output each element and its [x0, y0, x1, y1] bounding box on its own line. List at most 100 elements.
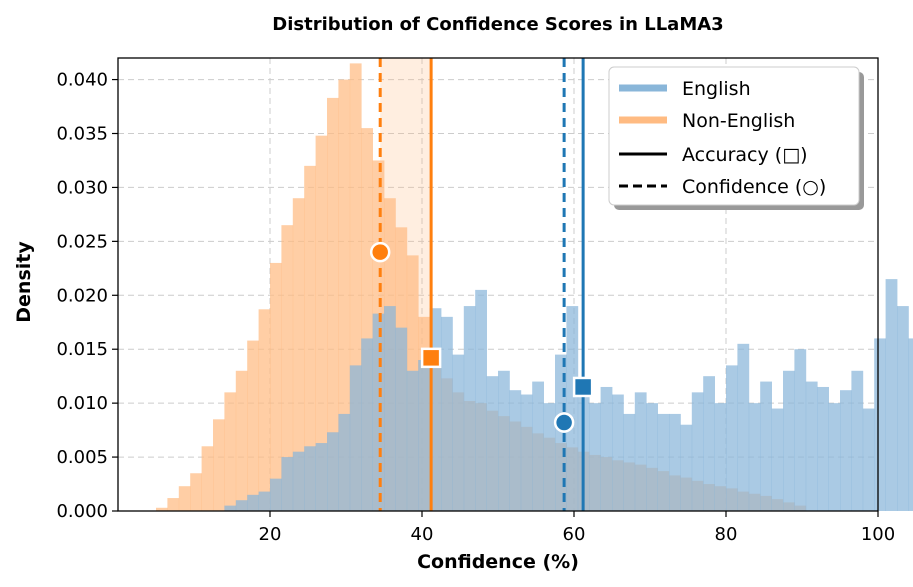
histogram-bar — [418, 360, 430, 511]
legend-label: Accuracy (□) — [682, 144, 808, 166]
series-english — [224, 279, 913, 511]
histogram-bar — [406, 370, 419, 511]
histogram-bar — [771, 408, 784, 511]
histogram-bar — [555, 354, 567, 511]
histogram-bar — [862, 408, 875, 511]
histogram-bar — [657, 413, 670, 511]
legend-box — [608, 66, 860, 206]
histogram-bar — [566, 306, 579, 511]
y-tick-label: 0.035 — [56, 124, 108, 145]
histogram-bar — [509, 390, 522, 511]
histogram-bar — [498, 370, 510, 511]
legend: English Non-English Accuracy (□) Confidence… — [608, 66, 864, 210]
histogram-bar — [156, 507, 168, 511]
histogram-bars — [156, 63, 913, 512]
histogram-bar — [361, 338, 373, 511]
histogram-bar — [726, 365, 738, 511]
histogram-bar — [532, 381, 544, 511]
histogram-bar — [691, 392, 704, 511]
histogram-bar — [304, 165, 316, 511]
histogram-bar — [292, 451, 305, 511]
histogram-bar — [349, 63, 362, 512]
histogram-bar — [783, 370, 795, 511]
histogram-bar — [338, 79, 351, 512]
legend-label: Non-English — [682, 110, 795, 132]
histogram-bar — [281, 225, 294, 511]
y-tick-label: 0.010 — [56, 393, 108, 414]
x-tick-label: 100 — [861, 524, 895, 545]
x-tick-label: 40 — [411, 524, 434, 545]
accuracy-marker-english — [572, 376, 594, 398]
histogram-bar — [817, 386, 829, 511]
histogram-bar — [452, 354, 465, 511]
histogram-bar — [190, 473, 202, 511]
reference-lines — [378, 58, 585, 511]
legend-entries: English Non-English Accuracy (□) Confidence… — [619, 78, 826, 198]
histogram-bar — [384, 306, 396, 511]
histogram-bar — [178, 486, 191, 511]
histogram-bar — [486, 376, 499, 511]
confidence-marker-english — [553, 412, 575, 433]
legend-label: English — [682, 78, 751, 100]
histogram-bar — [520, 394, 533, 511]
chart-title: Distribution of Confidence Scores in LLa… — [272, 14, 723, 35]
histogram-bar — [224, 392, 237, 511]
histogram-bar — [258, 491, 271, 511]
histogram-bar — [338, 413, 351, 511]
histogram-bar — [270, 262, 282, 511]
histogram-bar — [680, 424, 693, 511]
y-axis-label: Density — [13, 241, 35, 323]
histogram-bar — [840, 390, 852, 511]
histogram-bar — [429, 308, 442, 511]
confidence-marker-non-english — [369, 241, 391, 263]
histogram-bar — [258, 309, 271, 511]
histogram-bar — [361, 128, 373, 511]
histogram-bar — [828, 403, 841, 511]
histogram-bar — [634, 392, 647, 511]
histogram-bar — [737, 343, 750, 511]
x-tick-label: 60 — [563, 524, 586, 545]
histogram-bar — [897, 306, 909, 511]
x-tick-label: 20 — [259, 524, 282, 545]
accuracy-marker-non-english — [420, 347, 442, 369]
x-axis-label: Confidence (%) — [417, 551, 579, 573]
y-tick-label: 0.000 — [56, 501, 108, 522]
histogram-bar — [235, 370, 248, 511]
histogram-bar — [623, 413, 636, 511]
histogram-bar — [463, 306, 476, 511]
histogram-bar — [589, 403, 601, 511]
histogram-bar — [646, 403, 658, 511]
histogram-bar — [349, 365, 362, 511]
histogram-bar — [760, 381, 772, 511]
y-tick-label: 0.005 — [56, 447, 108, 468]
histogram-bar — [235, 500, 248, 511]
histogram-bar — [805, 381, 818, 511]
histogram-bar — [292, 198, 305, 511]
histogram-bar — [327, 432, 339, 511]
y-tick-label: 0.025 — [56, 231, 108, 252]
histogram-bar — [281, 457, 294, 511]
y-tick-label: 0.030 — [56, 177, 108, 198]
histogram-bar — [794, 349, 807, 511]
reference-markers — [369, 241, 594, 433]
histogram-bar — [600, 386, 613, 511]
histogram-bar — [167, 498, 180, 511]
histogram-bar — [315, 135, 328, 511]
histogram-bar — [224, 505, 237, 511]
histogram-bar — [201, 446, 214, 511]
histogram-bar — [315, 443, 328, 511]
y-tick-label: 0.040 — [56, 70, 108, 91]
histogram-bar — [851, 370, 864, 511]
plot-frame — [117, 57, 879, 512]
y-tick-label: 0.015 — [56, 339, 108, 360]
histogram-bar — [270, 478, 282, 511]
histogram-bar — [543, 403, 556, 511]
histogram-bar — [612, 394, 624, 511]
x-tick-label: 80 — [715, 524, 738, 545]
histogram-bar — [247, 494, 259, 511]
histogram-bar — [247, 340, 259, 511]
histogram-bar — [213, 419, 225, 511]
histogram-bar — [874, 338, 886, 511]
axis-ticks: 20 40 60 80 100 0.000 0.005 0.010 0.015 0.020 0.02… — [56, 70, 895, 545]
histogram-bar — [304, 446, 316, 511]
